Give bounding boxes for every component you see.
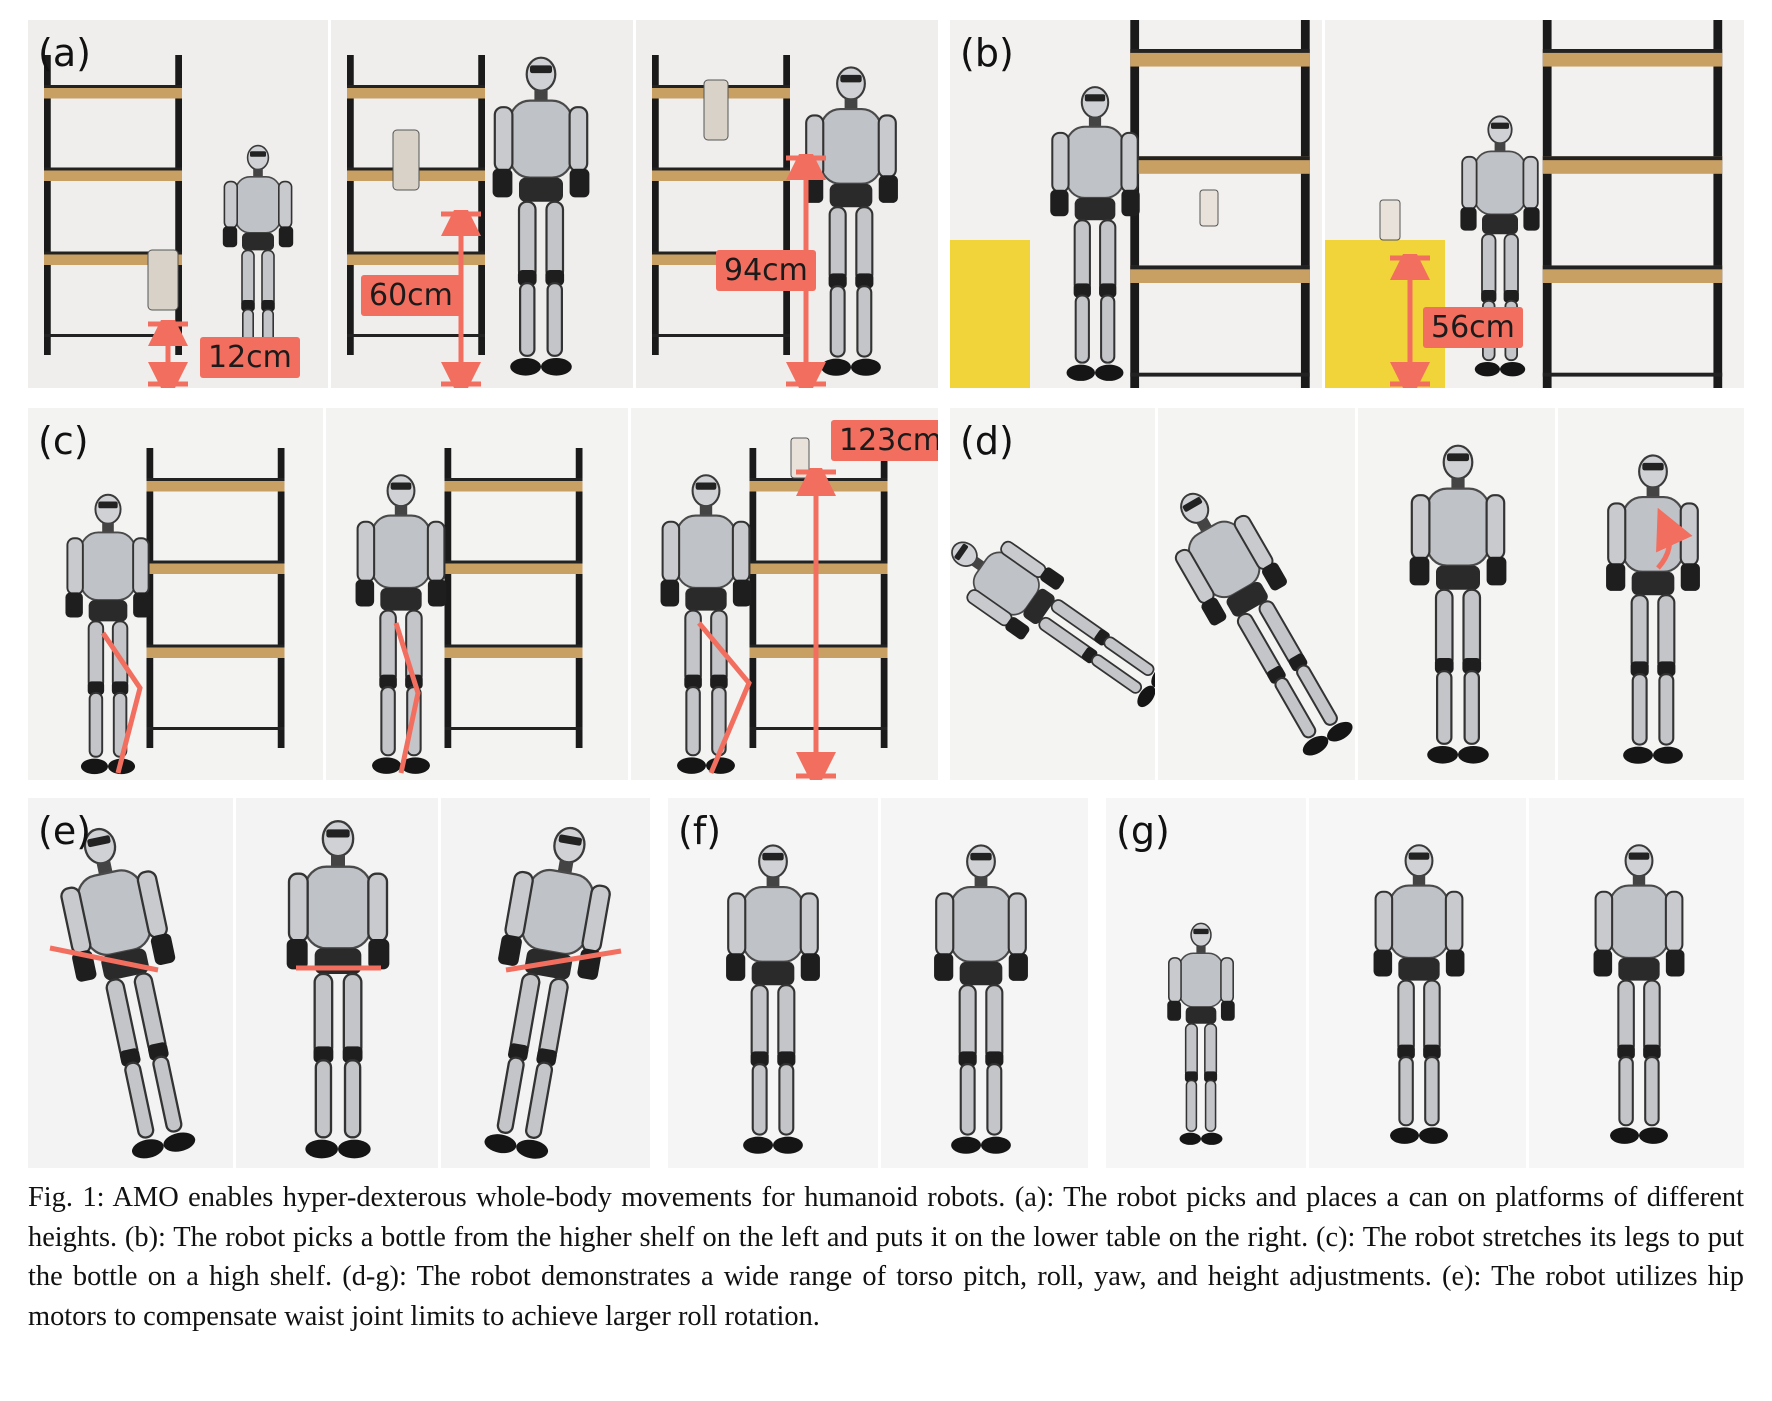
panel-g: (g) bbox=[1106, 798, 1744, 1168]
panel-e-scene-2 bbox=[236, 798, 441, 1168]
panel-c: (c) 123cm bbox=[28, 408, 938, 780]
measurement-94cm: 94cm bbox=[716, 250, 816, 291]
panel-c-arrow-123cm bbox=[796, 468, 836, 780]
panel-b: (b) 56cm bbox=[950, 20, 1744, 388]
panel-e-image-2 bbox=[233, 798, 441, 1168]
panel-f: (f) bbox=[668, 798, 1088, 1168]
panel-f-image-2 bbox=[878, 798, 1088, 1168]
panel-a-image-3: 94cm bbox=[633, 20, 938, 388]
panel-d-label: (d) bbox=[960, 419, 1014, 463]
panel-a-image-2: 60cm bbox=[328, 20, 636, 388]
measurement-60cm: 60cm bbox=[361, 275, 461, 316]
panel-d-image-1: (d) bbox=[950, 408, 1155, 780]
panel-a-arrow-60cm bbox=[441, 210, 481, 388]
panel-g-image-3 bbox=[1526, 798, 1744, 1168]
panel-d-scene-4 bbox=[1558, 408, 1744, 780]
panel-f-scene-2 bbox=[881, 798, 1088, 1168]
panel-d-scene-3 bbox=[1358, 408, 1558, 780]
panel-d-scene-2 bbox=[1158, 408, 1358, 780]
panel-b-label: (b) bbox=[960, 31, 1014, 75]
panel-d-image-3 bbox=[1355, 408, 1558, 780]
panel-g-image-1: (g) bbox=[1106, 798, 1306, 1168]
panel-c-scene-2 bbox=[326, 408, 631, 780]
panel-g-scene-3 bbox=[1529, 798, 1744, 1168]
panel-a-arrow-12cm bbox=[148, 320, 188, 388]
panel-c-scene-3 bbox=[631, 408, 938, 780]
panel-e-image-3 bbox=[438, 798, 650, 1168]
panel-e: (e) bbox=[28, 798, 650, 1168]
panel-e-label: (e) bbox=[38, 809, 92, 853]
panel-d: (d) bbox=[950, 408, 1744, 780]
panel-c-label: (c) bbox=[38, 419, 89, 463]
panel-b-image-2: 56cm bbox=[1322, 20, 1744, 388]
panel-g-label: (g) bbox=[1116, 809, 1170, 853]
figure-caption: Fig. 1: AMO enables hyper-dexterous whol… bbox=[28, 1182, 1744, 1332]
panel-c-image-2 bbox=[323, 408, 631, 780]
panel-g-scene-1 bbox=[1106, 798, 1306, 1168]
panel-f-scene-1 bbox=[668, 798, 878, 1168]
panel-g-image-2 bbox=[1306, 798, 1529, 1168]
panel-b-scene-2 bbox=[1325, 20, 1744, 388]
panel-b-image-1: (b) bbox=[950, 20, 1322, 388]
panel-c-image-1: (c) bbox=[28, 408, 323, 780]
panel-d-scene-1 bbox=[950, 408, 1155, 780]
panel-c-image-3: 123cm bbox=[628, 408, 938, 780]
panel-a-label: (a) bbox=[38, 31, 91, 75]
panel-f-image-1: (f) bbox=[668, 798, 878, 1168]
panel-f-label: (f) bbox=[678, 809, 722, 853]
panel-e-scene-3 bbox=[441, 798, 650, 1168]
panel-e-image-1: (e) bbox=[28, 798, 233, 1168]
panel-b-scene-1 bbox=[950, 20, 1322, 388]
measurement-123cm: 123cm bbox=[831, 420, 938, 461]
panel-a-image-1: (a) 12cm bbox=[28, 20, 328, 388]
panel-b-arrow-56cm bbox=[1390, 254, 1430, 388]
panel-e-scene-1 bbox=[28, 798, 233, 1168]
panel-d-image-4 bbox=[1555, 408, 1744, 780]
measurement-56cm: 56cm bbox=[1423, 307, 1523, 348]
panel-a: (a) 12cm 60cm bbox=[28, 20, 938, 388]
panel-a-scene-2 bbox=[331, 20, 636, 388]
panel-d-image-2 bbox=[1155, 408, 1358, 780]
measurement-12cm: 12cm bbox=[200, 337, 300, 378]
panel-g-scene-2 bbox=[1309, 798, 1529, 1168]
panel-c-scene-1 bbox=[28, 408, 323, 780]
